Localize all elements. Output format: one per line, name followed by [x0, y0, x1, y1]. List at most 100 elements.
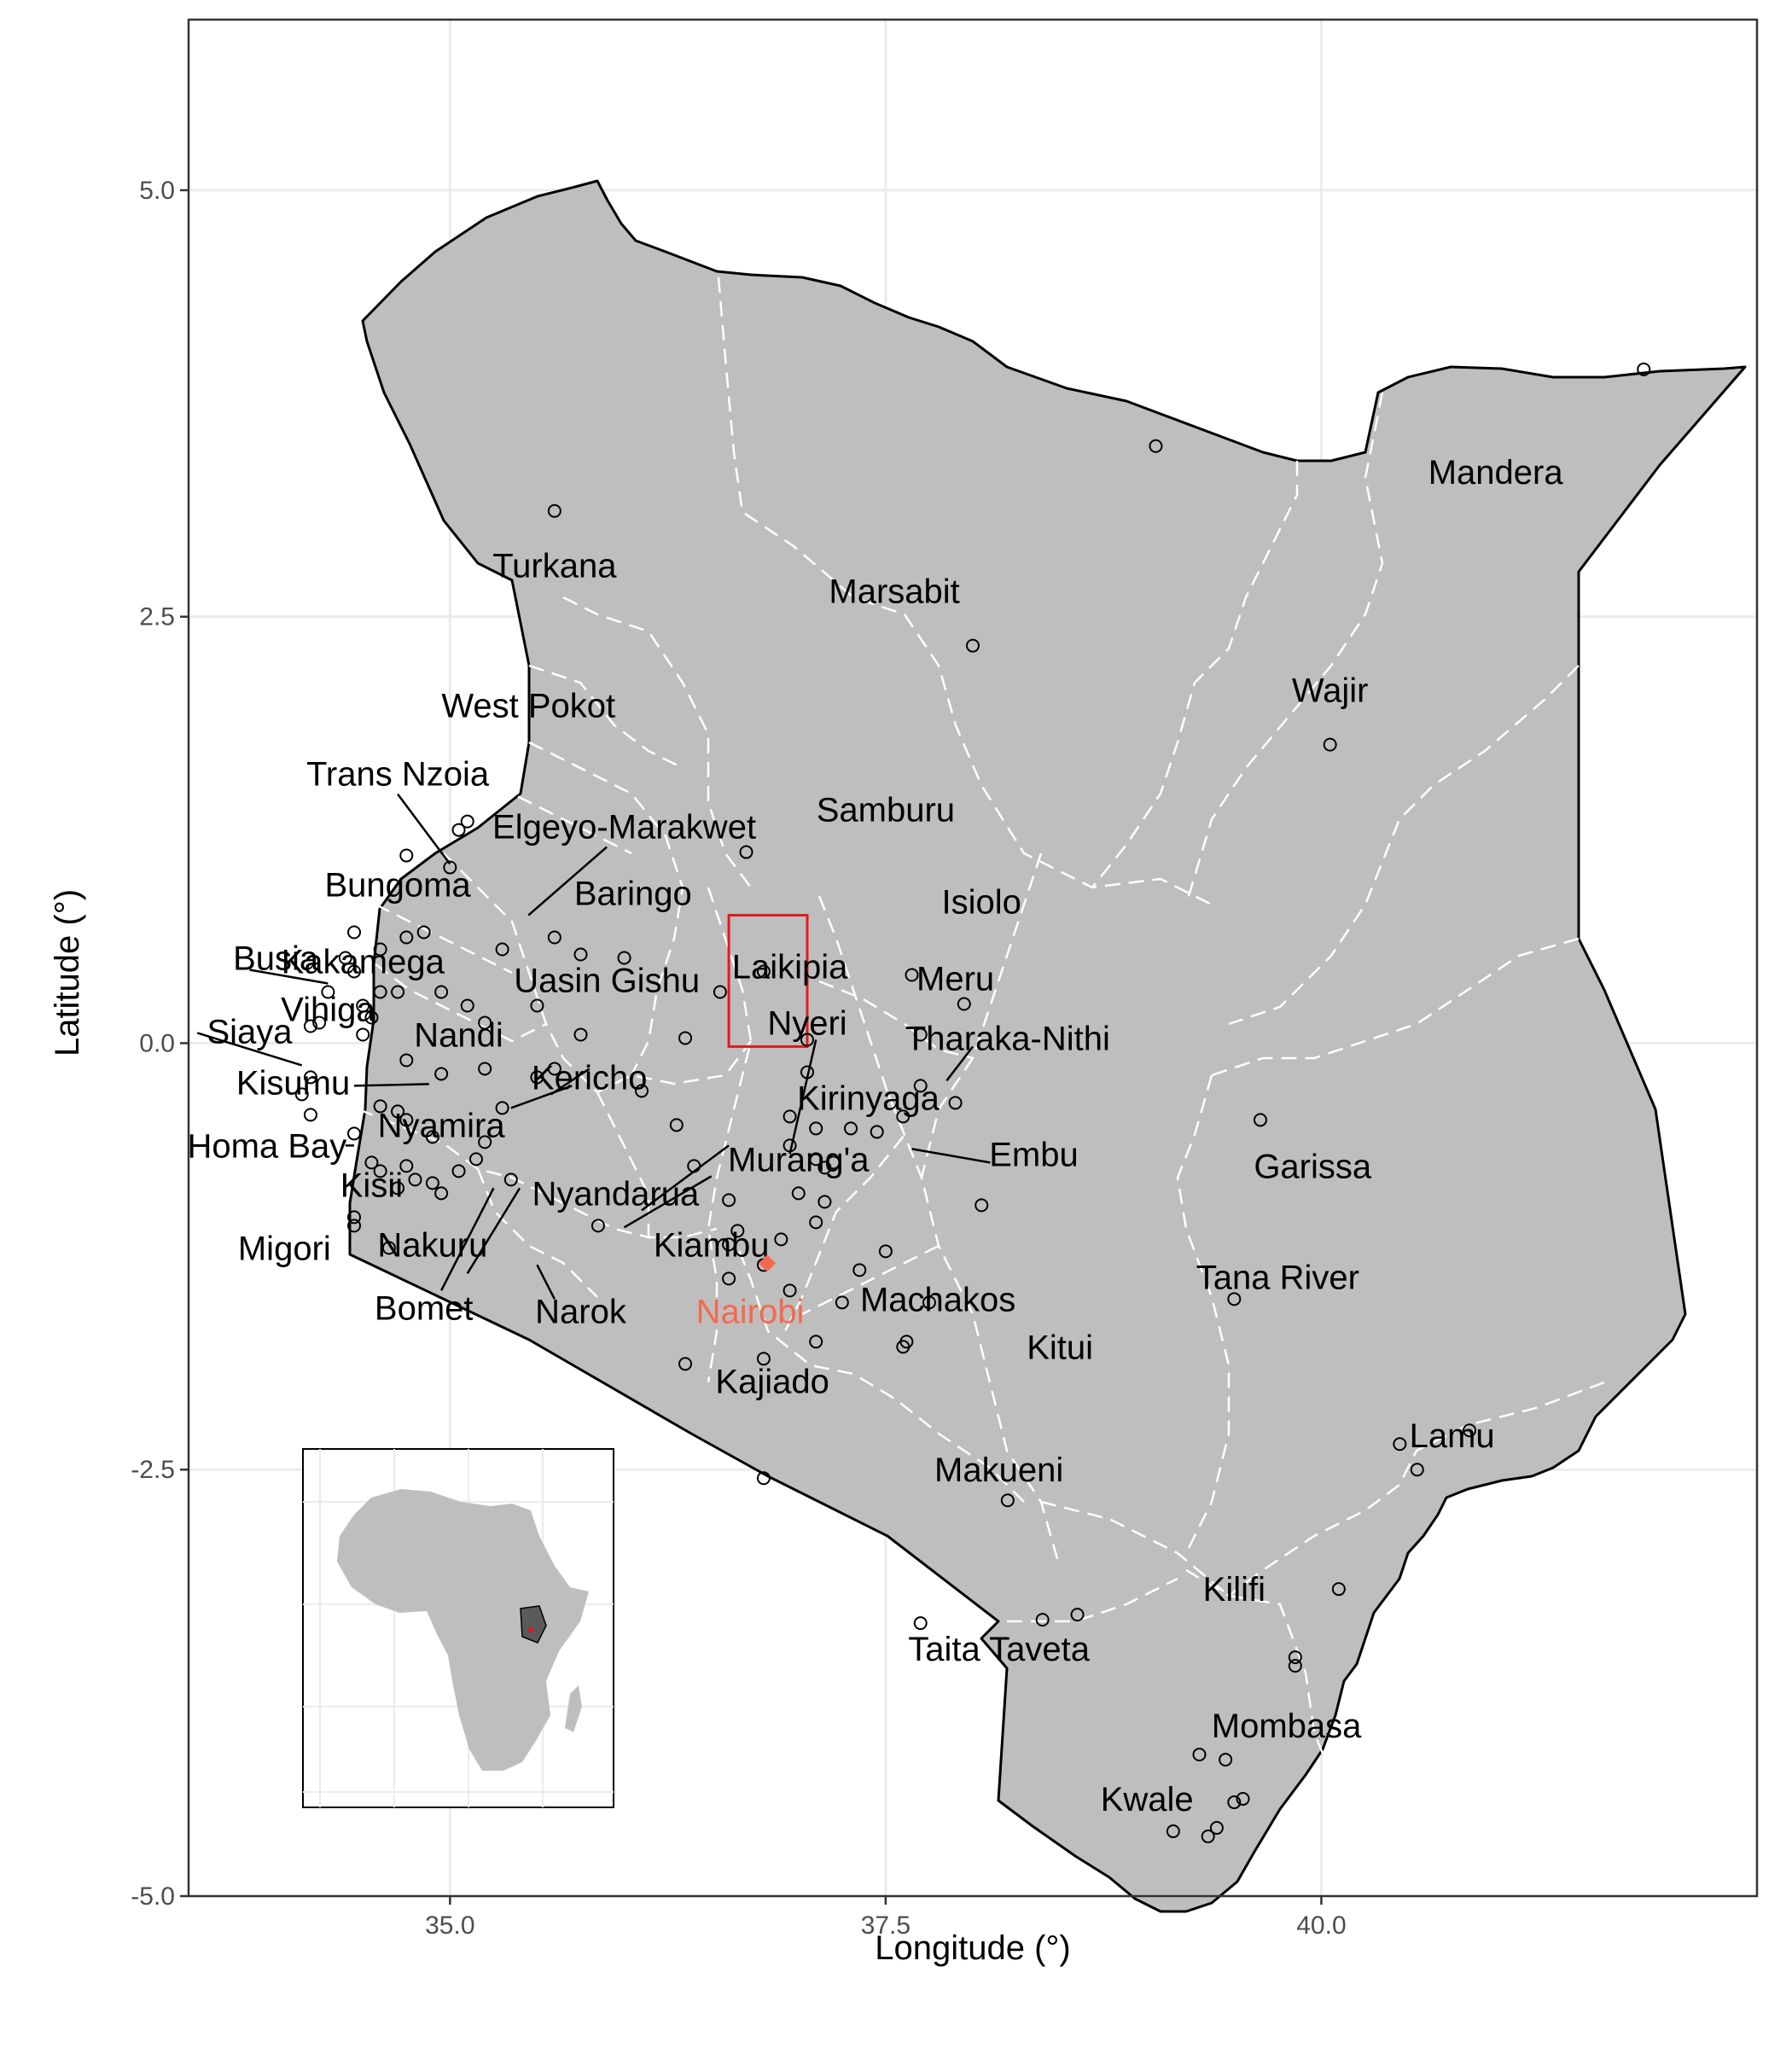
site-point [338, 951, 352, 965]
site-point [722, 1271, 736, 1286]
africa-inset [302, 1448, 614, 1808]
site-point [425, 1176, 439, 1190]
site-point [913, 1616, 928, 1631]
y-axis: 5.0 2.5 0.0 -2.5 -5.0 [131, 177, 189, 1911]
site-point [478, 1015, 492, 1030]
county-label: Nyamira [378, 1107, 506, 1144]
site-point [1209, 1821, 1224, 1836]
county-label: Homa Bay [188, 1127, 347, 1165]
capital-label: Nairobi [696, 1293, 805, 1330]
site-point [399, 1113, 414, 1127]
county-label: Bomet [375, 1289, 474, 1327]
site-point [722, 1193, 736, 1207]
county-label: Uasin Gishu [514, 962, 700, 999]
county-label: Kiambu [654, 1226, 770, 1264]
site-point [809, 1121, 823, 1136]
site-point [1166, 1824, 1180, 1839]
x-tick-label: 40.0 [1296, 1911, 1346, 1940]
site-point [399, 848, 414, 863]
county-label: Kilifi [1203, 1571, 1265, 1609]
site-point [957, 997, 971, 1011]
county-label: Samburu [817, 792, 955, 829]
site-point [312, 1015, 327, 1030]
y-tick-label: 2.5 [139, 603, 175, 631]
site-point [373, 985, 387, 999]
site-point [678, 1031, 693, 1045]
site-point [687, 1159, 701, 1173]
site-point [434, 1067, 449, 1081]
site-point [1219, 1753, 1233, 1767]
site-point [1070, 1608, 1085, 1622]
label-leader-line [788, 1039, 817, 1155]
county-label: Elgeyo-Marakwet [492, 809, 756, 847]
label-leader-line [510, 1085, 573, 1109]
x-tick-label: 37.5 [861, 1911, 911, 1940]
county-label: Kisii [340, 1167, 403, 1204]
y-tick-label: -2.5 [131, 1456, 175, 1484]
site-point [347, 1126, 362, 1141]
county-label: Mandera [1428, 454, 1564, 492]
site-point [495, 942, 509, 957]
y-axis-title: Latitude (°) [49, 889, 86, 1056]
site-point [713, 985, 727, 999]
site-point [809, 1152, 823, 1167]
inset-nairobi-dot [527, 1626, 534, 1633]
site-point [408, 1172, 422, 1187]
county-label: Embu [989, 1136, 1079, 1173]
site-point [530, 1070, 544, 1085]
site-point [451, 1164, 466, 1178]
site-point [975, 1198, 989, 1213]
x-axis-title: Longitude (°) [875, 1929, 1070, 1967]
inset-kenya [520, 1605, 547, 1644]
site-point [783, 1109, 797, 1124]
site-point [913, 1027, 928, 1042]
site-point [443, 860, 457, 875]
site-point [381, 1241, 396, 1255]
highlight-box [727, 914, 809, 1048]
site-point [1331, 1582, 1346, 1597]
site-point [547, 1062, 561, 1076]
site-point [399, 930, 414, 945]
y-tick-label: 0.0 [139, 1029, 175, 1057]
site-point [1288, 1659, 1302, 1673]
site-point [399, 1053, 414, 1068]
site-point [1236, 1792, 1250, 1807]
site-point [783, 1138, 797, 1153]
site-point [468, 1152, 483, 1167]
county-label: Trans Nzoia [306, 756, 490, 794]
county-label: Siaya [207, 1013, 293, 1050]
site-point [356, 1027, 370, 1042]
site-point [391, 985, 405, 999]
site-point [573, 1027, 588, 1042]
x-axis: 35.0 37.5 40.0 [425, 1896, 1347, 1940]
county-label: Kirinyaga [797, 1079, 940, 1117]
label-leader-line [353, 1083, 429, 1087]
site-point [573, 947, 588, 962]
site-point [460, 998, 474, 1013]
site-point [878, 1244, 893, 1259]
county-label: Kwale [1101, 1781, 1194, 1818]
site-point [321, 985, 335, 999]
county-label: Kericho [532, 1059, 648, 1097]
label-leader-line [249, 969, 329, 985]
site-point [547, 930, 561, 945]
site-point [870, 1125, 884, 1139]
site-point [783, 1283, 797, 1298]
site-point [896, 1109, 911, 1124]
site-point [948, 1096, 963, 1110]
site-point [922, 1295, 936, 1310]
county-label: Lamu [1410, 1417, 1495, 1455]
county-label: Tharaka-Nithi [905, 1020, 1110, 1057]
site-point [478, 1062, 492, 1076]
site-point [356, 998, 370, 1013]
y-tick-label: -5.0 [131, 1882, 175, 1911]
site-point [809, 1335, 823, 1349]
site-point [303, 1108, 317, 1122]
site-point [434, 985, 449, 999]
site-point [966, 638, 980, 653]
site-point [1227, 1292, 1242, 1306]
label-leader-line [550, 1068, 591, 1096]
site-point [364, 1155, 379, 1170]
site-point [434, 1186, 449, 1201]
site-point [547, 503, 561, 518]
